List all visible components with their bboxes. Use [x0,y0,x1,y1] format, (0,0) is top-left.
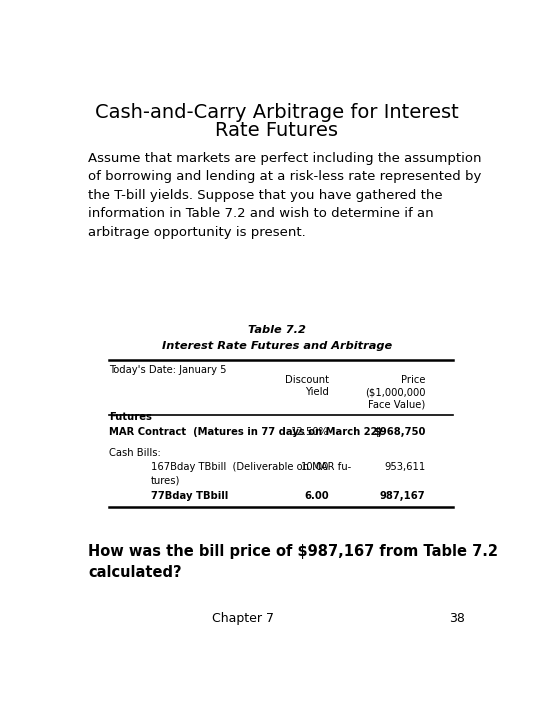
Text: 10.00: 10.00 [301,462,329,472]
Text: Table 7.2: Table 7.2 [248,325,306,335]
Text: Cash-and-Carry Arbitrage for Interest: Cash-and-Carry Arbitrage for Interest [95,103,458,122]
Text: 6.00: 6.00 [305,491,329,501]
Text: $968,750: $968,750 [373,427,426,437]
Text: How was the bill price of $987,167 from Table 7.2
calculated?: How was the bill price of $987,167 from … [89,544,498,580]
Text: 953,611: 953,611 [384,462,426,472]
Text: Price
($1,000,000
Face Value): Price ($1,000,000 Face Value) [365,374,426,410]
Text: Today's Date: January 5: Today's Date: January 5 [109,365,227,374]
Text: 167Bday TBbill  (Deliverable on MAR fu-
tures): 167Bday TBbill (Deliverable on MAR fu- t… [151,462,352,485]
Text: 987,167: 987,167 [380,491,426,501]
Text: Discount
Yield: Discount Yield [285,374,329,397]
Text: Futures: Futures [109,413,152,423]
Text: 77Bday TBbill: 77Bday TBbill [151,491,228,501]
Text: 12.50%: 12.50% [291,427,329,437]
Text: Rate Futures: Rate Futures [215,121,338,140]
Text: Interest Rate Futures and Arbitrage: Interest Rate Futures and Arbitrage [161,341,392,351]
Text: Cash Bills:: Cash Bills: [109,448,161,458]
Text: MAR Contract  (Matures in 77 days on March 22): MAR Contract (Matures in 77 days on Marc… [109,427,382,437]
Text: Chapter 7: Chapter 7 [212,612,274,625]
Text: 38: 38 [449,612,465,625]
Text: Assume that markets are perfect including the assumption
of borrowing and lendin: Assume that markets are perfect includin… [89,152,482,239]
